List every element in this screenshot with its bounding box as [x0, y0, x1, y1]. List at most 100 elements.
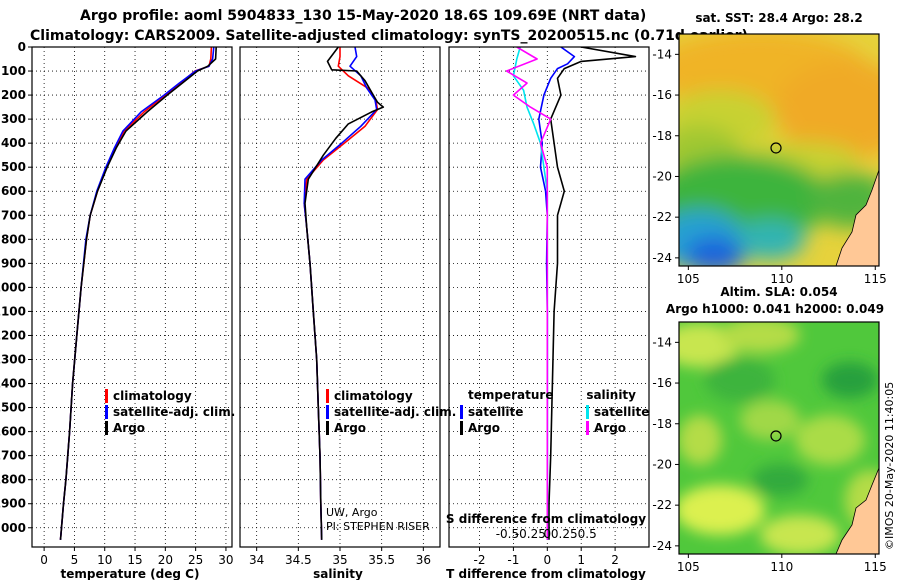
y-tick-label: 700	[1, 208, 26, 222]
salinity-panel: 34 34.5 35 35.5 36 salinity climatology sate…	[239, 46, 456, 580]
x-tick-label: 35.5	[368, 553, 395, 567]
header-line-2: Climatology: CARS2009. Satellite-adjuste…	[30, 28, 748, 44]
x-tick-label: 30	[218, 553, 233, 567]
t-difference-axis-ticks: -2 -1 0 1 2	[474, 547, 619, 567]
temperature-panel: 0100200300400500600700800900100011001200…	[0, 40, 235, 580]
y-tick-label: 0	[18, 40, 26, 54]
series-line-t-argo	[548, 47, 637, 540]
y-tick-label: 1100	[0, 304, 26, 318]
legend-swatch-climatology	[105, 389, 108, 403]
map-y-tick-label: -14	[652, 335, 672, 349]
salinity-axis-label: salinity	[313, 567, 363, 580]
x-tick-label: 15	[127, 553, 142, 567]
x-tick-label: -2	[474, 553, 486, 567]
x-tick-label: 36	[416, 553, 431, 567]
legend-label-satellite: satellite-adj. clim.	[334, 405, 456, 419]
sst-map-title: sat. SST: 28.4 Argo: 28.2	[695, 11, 862, 25]
map-x-tick-label: 110	[770, 560, 793, 574]
s-tick-label: -0.5	[496, 527, 519, 541]
x-tick-label: 0	[543, 553, 551, 567]
copyright-credit: ©IMOS 20-May-2020 11:40:05	[883, 382, 896, 550]
series-line-climatology	[59, 47, 213, 540]
map-y-tick-label: -18	[652, 129, 672, 143]
difference-panel: -2 -1 0 1 2 T difference from climatology S …	[446, 46, 650, 580]
y-tick-label: 500	[1, 160, 26, 174]
legend-title-salinity: salinity	[586, 388, 636, 402]
x-tick-label: 25	[188, 553, 203, 567]
y-tick-label: 1700	[0, 449, 26, 463]
temperature-axis-ticks: 0 5 10 15 20 25 30	[40, 547, 234, 567]
y-tick-label: 300	[1, 112, 26, 126]
x-tick-label: 10	[97, 553, 112, 567]
x-tick-label: 2	[611, 553, 619, 567]
y-tick-label: 400	[1, 136, 26, 150]
sla-map-subtitle: Argo h1000: 0.041 h2000: 0.049	[666, 302, 884, 316]
map-y-tick-label: -16	[652, 376, 672, 390]
sla-map-ticks: 105 110 115 -14 -16 -18 -20 -22 -24	[652, 335, 886, 574]
legend-swatch-argo	[326, 421, 329, 435]
map-y-tick-label: -16	[652, 88, 672, 102]
x-tick-label: 20	[158, 553, 173, 567]
sla-map-image	[679, 322, 879, 554]
difference-profiles	[505, 47, 637, 540]
header-line-1: Argo profile: aoml 5904833_130 15-May-20…	[80, 8, 646, 24]
map-x-tick-label: 105	[677, 560, 700, 574]
map-y-tick-label: -22	[652, 498, 672, 512]
argo-float-marker	[770, 430, 782, 442]
series-line-s-argo	[505, 47, 552, 540]
legend-label-t-argo: Argo	[468, 421, 500, 435]
map-y-tick-label: -20	[652, 457, 672, 471]
sla-map-panel: Altim. SLA: 0.054 Argo h1000: 0.041 h200…	[652, 285, 886, 574]
legend-label-s-satellite: satellite	[594, 405, 649, 419]
x-tick-label: 1	[577, 553, 585, 567]
annotation-institution: UW, Argo	[326, 506, 378, 519]
sst-map-image	[679, 34, 879, 266]
legend-swatch-s-satellite	[586, 405, 589, 419]
y-tick-label: 800	[1, 232, 26, 246]
y-tick-label: 600	[1, 184, 26, 198]
legend-label-satellite: satellite-adj. clim.	[113, 405, 235, 419]
salinity-axis-ticks: 34 34.5 35 35.5 36	[249, 547, 431, 567]
y-tick-label: 1600	[0, 425, 26, 439]
legend-label-argo: Argo	[113, 421, 145, 435]
y-tick-label: 1500	[0, 401, 26, 415]
map-y-tick-label: -20	[652, 169, 672, 183]
s-difference-axis-label: S difference from climatology	[446, 512, 646, 526]
x-tick-label: 34	[249, 553, 264, 567]
s-tick-label: 0.5	[578, 527, 597, 541]
series-line-argo	[304, 47, 385, 540]
legend-label-argo: Argo	[334, 421, 366, 435]
legend-label-t-satellite: satellite	[468, 405, 523, 419]
temperature-axis-label: temperature (deg C)	[61, 567, 200, 580]
legend-swatch-argo	[105, 421, 108, 435]
sst-map-frame	[678, 33, 880, 267]
argo-float-marker	[770, 142, 782, 154]
series-line-s-satellite	[512, 47, 549, 540]
legend-swatch-climatology	[326, 389, 329, 403]
x-tick-label: 35	[332, 553, 347, 567]
salinity-legend: climatology satellite-adj. clim. Argo	[326, 389, 456, 435]
y-tick-label: 1000	[0, 280, 26, 294]
x-tick-label: 0	[40, 553, 48, 567]
series-line-satellite-adj-clim-	[303, 47, 378, 540]
annotation-pi: PI: STEPHEN RISER	[326, 520, 430, 533]
legend-swatch-satellite	[326, 405, 329, 419]
map-x-tick-label: 115	[864, 560, 887, 574]
map-y-tick-label: -14	[652, 47, 672, 61]
depth-axis-ticks: 0 100 200 300 400 500 600 700 800 900 1000 1100 1200…	[0, 40, 32, 535]
sla-map-frame	[678, 321, 880, 555]
difference-axes-box	[448, 46, 650, 548]
x-tick-label: 34.5	[285, 553, 312, 567]
temperature-axes-box	[31, 46, 233, 548]
temperature-legend: climatology satellite-adj. clim. Argo	[105, 389, 235, 435]
legend-swatch-t-satellite	[460, 405, 463, 419]
y-tick-label: 1900	[0, 497, 26, 511]
sst-map-ticks: 105 110 115 -14 -16 -18 -20 -22 -24	[652, 47, 886, 286]
legend-label-s-argo: Argo	[594, 421, 626, 435]
legend-label-climatology: climatology	[334, 389, 413, 403]
s-tick-label: 0	[543, 527, 551, 541]
x-tick-label: 5	[71, 553, 79, 567]
difference-legend: temperature salinity satellite Argo sate…	[460, 388, 649, 435]
legend-label-climatology: climatology	[113, 389, 192, 403]
